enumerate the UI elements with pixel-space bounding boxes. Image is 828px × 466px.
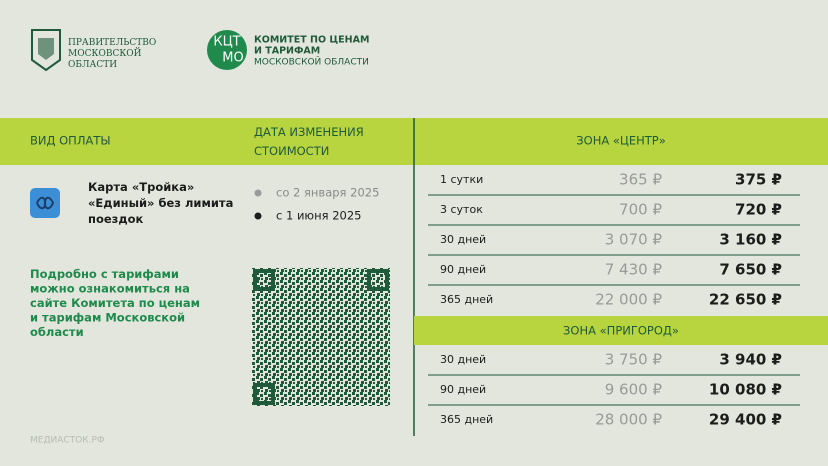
bullet [254, 212, 262, 220]
new-price: 3 940 ₽ [719, 351, 782, 369]
old-price: 7 430 ₽ [605, 261, 663, 279]
new-price: 7 650 ₽ [719, 261, 782, 279]
old-price: 22 000 ₽ [595, 291, 662, 309]
new-price: 10 080 ₽ [709, 381, 782, 399]
old-price: 700 ₽ [619, 201, 662, 219]
period: 90 дней [440, 383, 486, 396]
new-price: 720 ₽ [735, 201, 782, 219]
card-icon-symbol [36, 196, 55, 210]
zone-header: ЗОНА «ПРИГОРОД» [563, 324, 679, 338]
gov-name: ПРАВИТЕЛЬСТВО МОСКОВСКОЙ ОБЛАСТИ [68, 38, 156, 70]
period: 90 дней [440, 263, 486, 276]
logo-text: КЦТ [213, 35, 240, 50]
info-text: Подробно с тарифами можно ознакомиться на… [30, 267, 200, 339]
old-price: 9 600 ₽ [605, 381, 663, 399]
old-price: 365 ₽ [619, 171, 662, 189]
gov-logo [31, 29, 61, 72]
old-price: 3 070 ₽ [605, 231, 663, 249]
committee-logo [207, 30, 247, 70]
column-header: ВИД ОПЛАТЫ [30, 134, 111, 148]
card-name: Карта «Тройка» «Единый» без лимита поездок [88, 180, 233, 226]
zone-band [414, 316, 828, 345]
new-price: 375 ₽ [735, 171, 782, 189]
column-header: ДАТА ИЗМЕНЕНИЯ СТОИМОСТИ [254, 125, 364, 158]
old-price: 28 000 ₽ [595, 411, 662, 429]
new-price: 3 160 ₽ [719, 231, 782, 249]
period: 3 суток [440, 203, 483, 216]
column-header: ЗОНА «ЦЕНТР» [576, 134, 665, 148]
bullet [254, 189, 262, 197]
old-price: 3 750 ₽ [605, 351, 663, 369]
committee-name: КОМИТЕТ ПО ЦЕНАМ [254, 35, 369, 46]
date-old: со 2 января 2025 [276, 186, 379, 200]
new-price: 22 650 ₽ [709, 291, 782, 309]
committee-name: МОСКОВСКОЙ ОБЛАСТИ [254, 56, 369, 68]
date-new: с 1 июня 2025 [276, 209, 361, 223]
new-price: 29 400 ₽ [709, 411, 782, 429]
period: 30 дней [440, 233, 486, 246]
committee-name: И ТАРИФАМ [254, 46, 320, 57]
period: 30 дней [440, 353, 486, 366]
qr-finders [253, 269, 389, 405]
period: 1 сутки [440, 173, 483, 186]
footer: МЕДИАСТОК.РФ [30, 436, 105, 446]
period: 365 дней [440, 293, 493, 306]
period: 365 дней [440, 413, 493, 426]
logo-text: МО [222, 51, 243, 66]
